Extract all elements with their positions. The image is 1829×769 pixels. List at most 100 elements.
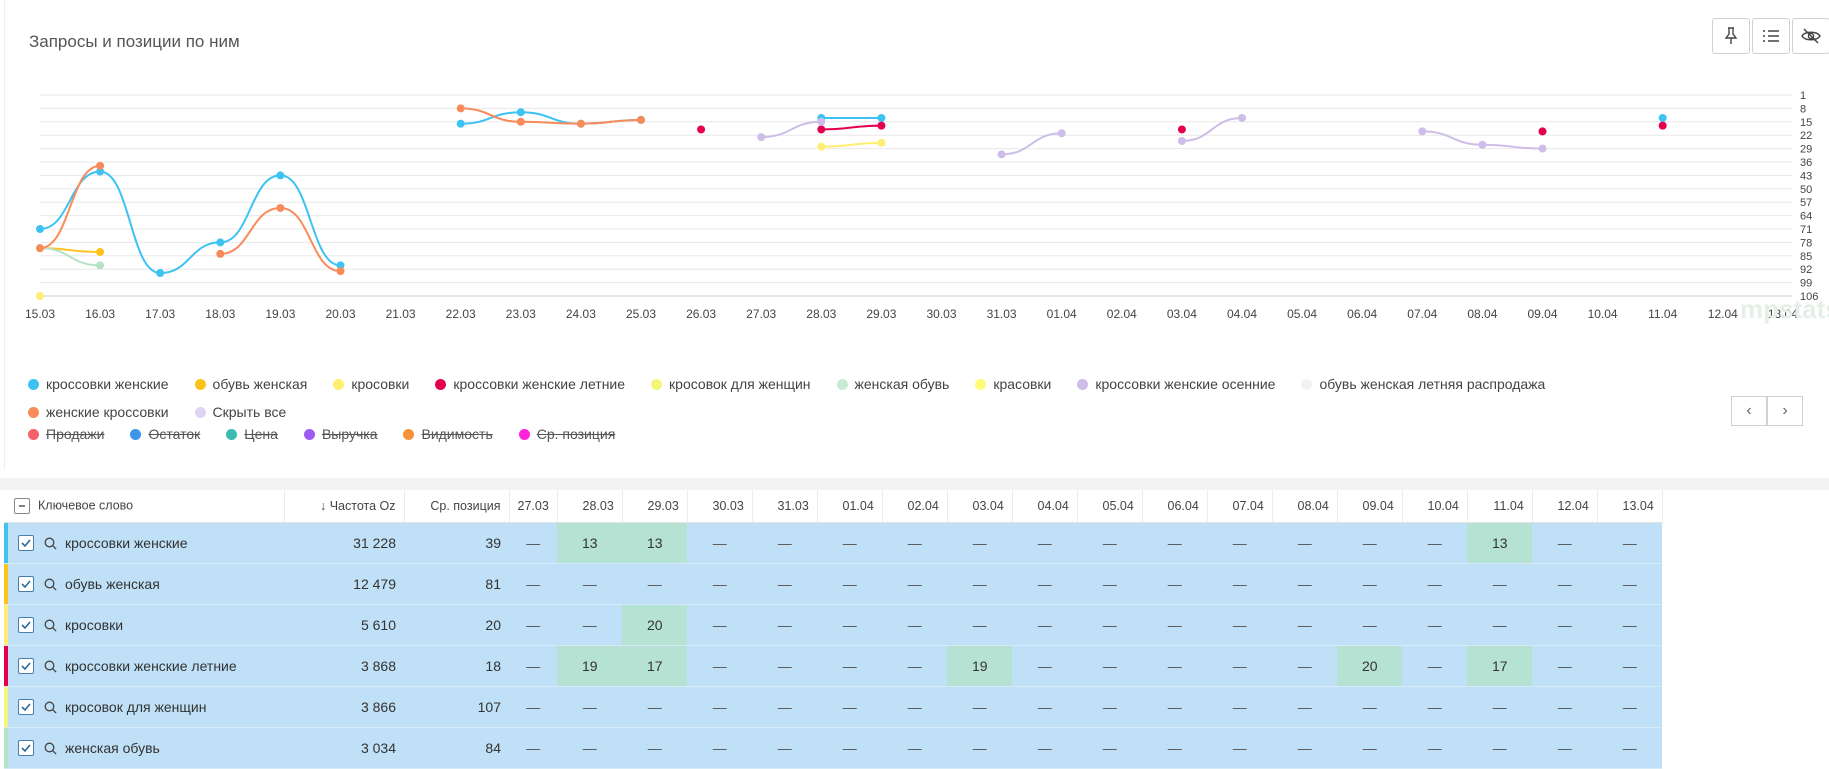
header-date[interactable]: 11.04: [1467, 490, 1533, 523]
data-point[interactable]: [757, 133, 766, 142]
pin-button[interactable]: [1712, 18, 1750, 54]
data-point[interactable]: [516, 108, 525, 117]
data-point[interactable]: [1177, 136, 1186, 145]
data-point[interactable]: [156, 269, 165, 278]
data-point[interactable]: [637, 115, 645, 124]
header-date[interactable]: 03.04: [947, 490, 1013, 523]
data-point[interactable]: [96, 167, 105, 176]
header-date[interactable]: 13.04: [1597, 490, 1663, 523]
metric-toggle[interactable]: Цена: [226, 426, 278, 442]
metric-toggle[interactable]: Выручка: [303, 426, 377, 442]
data-point[interactable]: [997, 150, 1006, 159]
header-avg-position[interactable]: Ср. позиция: [404, 490, 510, 523]
data-point[interactable]: [1658, 113, 1667, 122]
hide-button[interactable]: [1792, 18, 1829, 54]
table-row[interactable]: кросовки 5 610 20— —20— — — — — — — — — — — — — — —: [4, 604, 1663, 646]
header-date[interactable]: 10.04: [1402, 490, 1468, 523]
legend-item[interactable]: кросовки: [333, 374, 409, 394]
row-checkbox[interactable]: [18, 617, 34, 633]
legend-item[interactable]: кроссовки женские осенние: [1077, 374, 1275, 394]
legend-item[interactable]: кроссовки женские летние: [435, 374, 625, 394]
header-keyword[interactable]: Ключевое слово: [4, 490, 285, 523]
header-frequency[interactable]: ↓ Частота Oz: [284, 490, 405, 523]
data-point[interactable]: [456, 104, 465, 113]
data-point[interactable]: [877, 138, 886, 147]
legend-item[interactable]: красовки: [975, 374, 1051, 394]
legend-item[interactable]: Скрыть все: [194, 402, 286, 422]
header-date[interactable]: 02.04: [882, 490, 948, 523]
data-point[interactable]: [1177, 125, 1186, 134]
data-point[interactable]: [516, 117, 525, 126]
header-date[interactable]: 01.04: [817, 490, 883, 523]
data-point[interactable]: [1478, 140, 1487, 149]
search-icon[interactable]: [44, 578, 57, 591]
row-checkbox[interactable]: [18, 658, 34, 674]
list-button[interactable]: [1752, 18, 1790, 54]
next-page-button[interactable]: ›: [1767, 396, 1803, 426]
data-point[interactable]: [877, 113, 886, 122]
legend-item[interactable]: кросовок для женщин: [651, 374, 811, 394]
row-checkbox[interactable]: [18, 740, 34, 756]
header-date[interactable]: 08.04: [1272, 490, 1338, 523]
data-point[interactable]: [1418, 127, 1427, 136]
data-point[interactable]: [1057, 129, 1066, 138]
data-point[interactable]: [1238, 113, 1246, 122]
data-point[interactable]: [697, 125, 706, 134]
data-point[interactable]: [817, 125, 826, 134]
data-point[interactable]: [877, 121, 886, 130]
table-row[interactable]: кроссовки женские летние 3 868 18—19 17— — — —…: [4, 645, 1663, 687]
header-date[interactable]: 07.04: [1207, 490, 1273, 523]
data-point[interactable]: [276, 171, 285, 180]
table-row[interactable]: кроссовки женские 31 228 39—13 13— — — — — — — — — —…: [4, 522, 1663, 564]
data-point[interactable]: [817, 117, 826, 126]
data-point[interactable]: [96, 161, 105, 170]
data-point[interactable]: [216, 238, 225, 247]
data-point[interactable]: [36, 225, 44, 233]
header-date[interactable]: 29.03: [622, 490, 688, 523]
metric-toggle[interactable]: Ср. позиция: [518, 426, 615, 442]
header-date[interactable]: 27.03: [509, 490, 558, 523]
header-date[interactable]: 12.04: [1532, 490, 1598, 523]
table-row[interactable]: кросовок для женщин 3 866 107— — — — — — — — — — — — —…: [4, 686, 1663, 728]
metric-toggle[interactable]: Остаток: [130, 426, 200, 442]
data-point[interactable]: [1538, 127, 1547, 136]
select-all-checkbox[interactable]: [14, 498, 30, 514]
data-point[interactable]: [336, 261, 345, 270]
data-point[interactable]: [1538, 144, 1547, 153]
row-checkbox[interactable]: [18, 576, 34, 592]
prev-page-button[interactable]: ‹: [1731, 396, 1767, 426]
data-point[interactable]: [817, 142, 826, 151]
header-date[interactable]: 09.04: [1337, 490, 1403, 523]
search-icon[interactable]: [44, 660, 57, 673]
row-checkbox[interactable]: [18, 699, 34, 715]
data-point[interactable]: [36, 292, 44, 300]
header-date[interactable]: 04.04: [1012, 490, 1078, 523]
table-row[interactable]: обувь женская 12 479 81— — — — — — — — — — — — — — — — — —: [4, 563, 1663, 605]
header-date[interactable]: 30.03: [687, 490, 753, 523]
header-date[interactable]: 05.04: [1077, 490, 1143, 523]
data-point[interactable]: [216, 249, 225, 258]
row-checkbox[interactable]: [18, 535, 34, 551]
data-point[interactable]: [336, 267, 345, 276]
search-icon[interactable]: [44, 742, 57, 755]
data-point[interactable]: [456, 119, 465, 128]
legend-item[interactable]: женские кроссовки: [28, 402, 169, 422]
header-date[interactable]: 31.03: [752, 490, 818, 523]
metric-toggle[interactable]: Продажи: [28, 426, 104, 442]
legend-item[interactable]: обувь женская летняя распродажа: [1301, 374, 1545, 394]
table-row[interactable]: женская обувь 3 034 84— — — — — — — — — — — — — — — — — —: [4, 727, 1663, 769]
metric-toggle[interactable]: Видимость: [403, 426, 493, 442]
data-point[interactable]: [1658, 121, 1667, 130]
search-icon[interactable]: [44, 537, 57, 550]
data-point[interactable]: [36, 244, 44, 253]
search-icon[interactable]: [44, 619, 57, 632]
legend-item[interactable]: кроссовки женские: [28, 374, 169, 394]
data-point[interactable]: [276, 203, 285, 212]
data-point[interactable]: [96, 261, 105, 270]
header-date[interactable]: 06.04: [1142, 490, 1208, 523]
header-date[interactable]: 28.03: [557, 490, 623, 523]
legend-item[interactable]: обувь женская: [194, 374, 307, 394]
search-icon[interactable]: [44, 701, 57, 714]
data-point[interactable]: [576, 119, 585, 128]
legend-item[interactable]: женская обувь: [836, 374, 949, 394]
